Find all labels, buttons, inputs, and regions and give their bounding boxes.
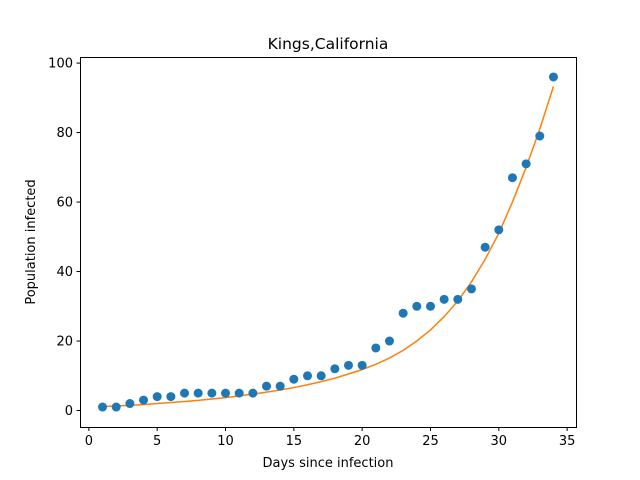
data-point (357, 360, 367, 370)
y-axis: 0 20 40 60 80 100 (48, 57, 81, 419)
data-point (412, 301, 422, 311)
x-tick-label: 15 (286, 434, 303, 449)
fit-line (102, 86, 555, 408)
data-point (262, 381, 272, 391)
x-tick-label: 20 (354, 434, 371, 449)
x-tick-label: 35 (559, 434, 576, 449)
plot-area (98, 72, 558, 412)
y-axis-label: Population infected (24, 179, 39, 304)
data-point (98, 402, 108, 412)
data-point (425, 301, 435, 311)
data-point (480, 242, 490, 252)
data-point (303, 371, 313, 381)
x-tick-label: 10 (217, 434, 234, 449)
data-point (439, 294, 449, 304)
y-tick-label: 80 (56, 126, 73, 141)
data-point (193, 388, 203, 398)
y-tick-label: 20 (56, 335, 73, 350)
data-point (207, 388, 217, 398)
data-point (139, 395, 149, 405)
data-point (494, 225, 504, 235)
data-point (248, 388, 258, 398)
x-tick-label: 5 (153, 434, 161, 449)
plot-frame (80, 57, 577, 428)
data-point (221, 388, 231, 398)
data-point (152, 392, 162, 402)
data-point (521, 159, 531, 169)
data-point (453, 294, 463, 304)
chart-title: Kings,California (268, 35, 389, 53)
data-point (289, 374, 299, 384)
data-point (111, 402, 121, 412)
data-point (343, 360, 353, 370)
data-point (548, 72, 558, 82)
y-tick-label: 100 (48, 57, 73, 72)
x-axis: 0 5 10 15 20 25 30 35 (85, 427, 576, 449)
x-tick-label: 0 (85, 434, 93, 449)
data-point (384, 336, 394, 346)
data-point (234, 388, 244, 398)
data-point (125, 399, 135, 409)
x-tick-label: 25 (422, 434, 439, 449)
data-point (507, 173, 517, 183)
y-tick-label: 60 (56, 196, 73, 211)
x-tick-label: 30 (491, 434, 508, 449)
data-point (180, 388, 190, 398)
x-axis-label: Days since infection (263, 456, 394, 471)
data-point (371, 343, 381, 353)
data-point (535, 131, 545, 141)
data-point (316, 371, 326, 381)
y-tick-label: 0 (65, 404, 73, 419)
y-tick-label: 40 (56, 265, 73, 280)
data-point (466, 284, 476, 294)
data-point (398, 308, 408, 318)
data-point (275, 381, 285, 391)
data-point (330, 364, 340, 374)
data-point (166, 392, 176, 402)
